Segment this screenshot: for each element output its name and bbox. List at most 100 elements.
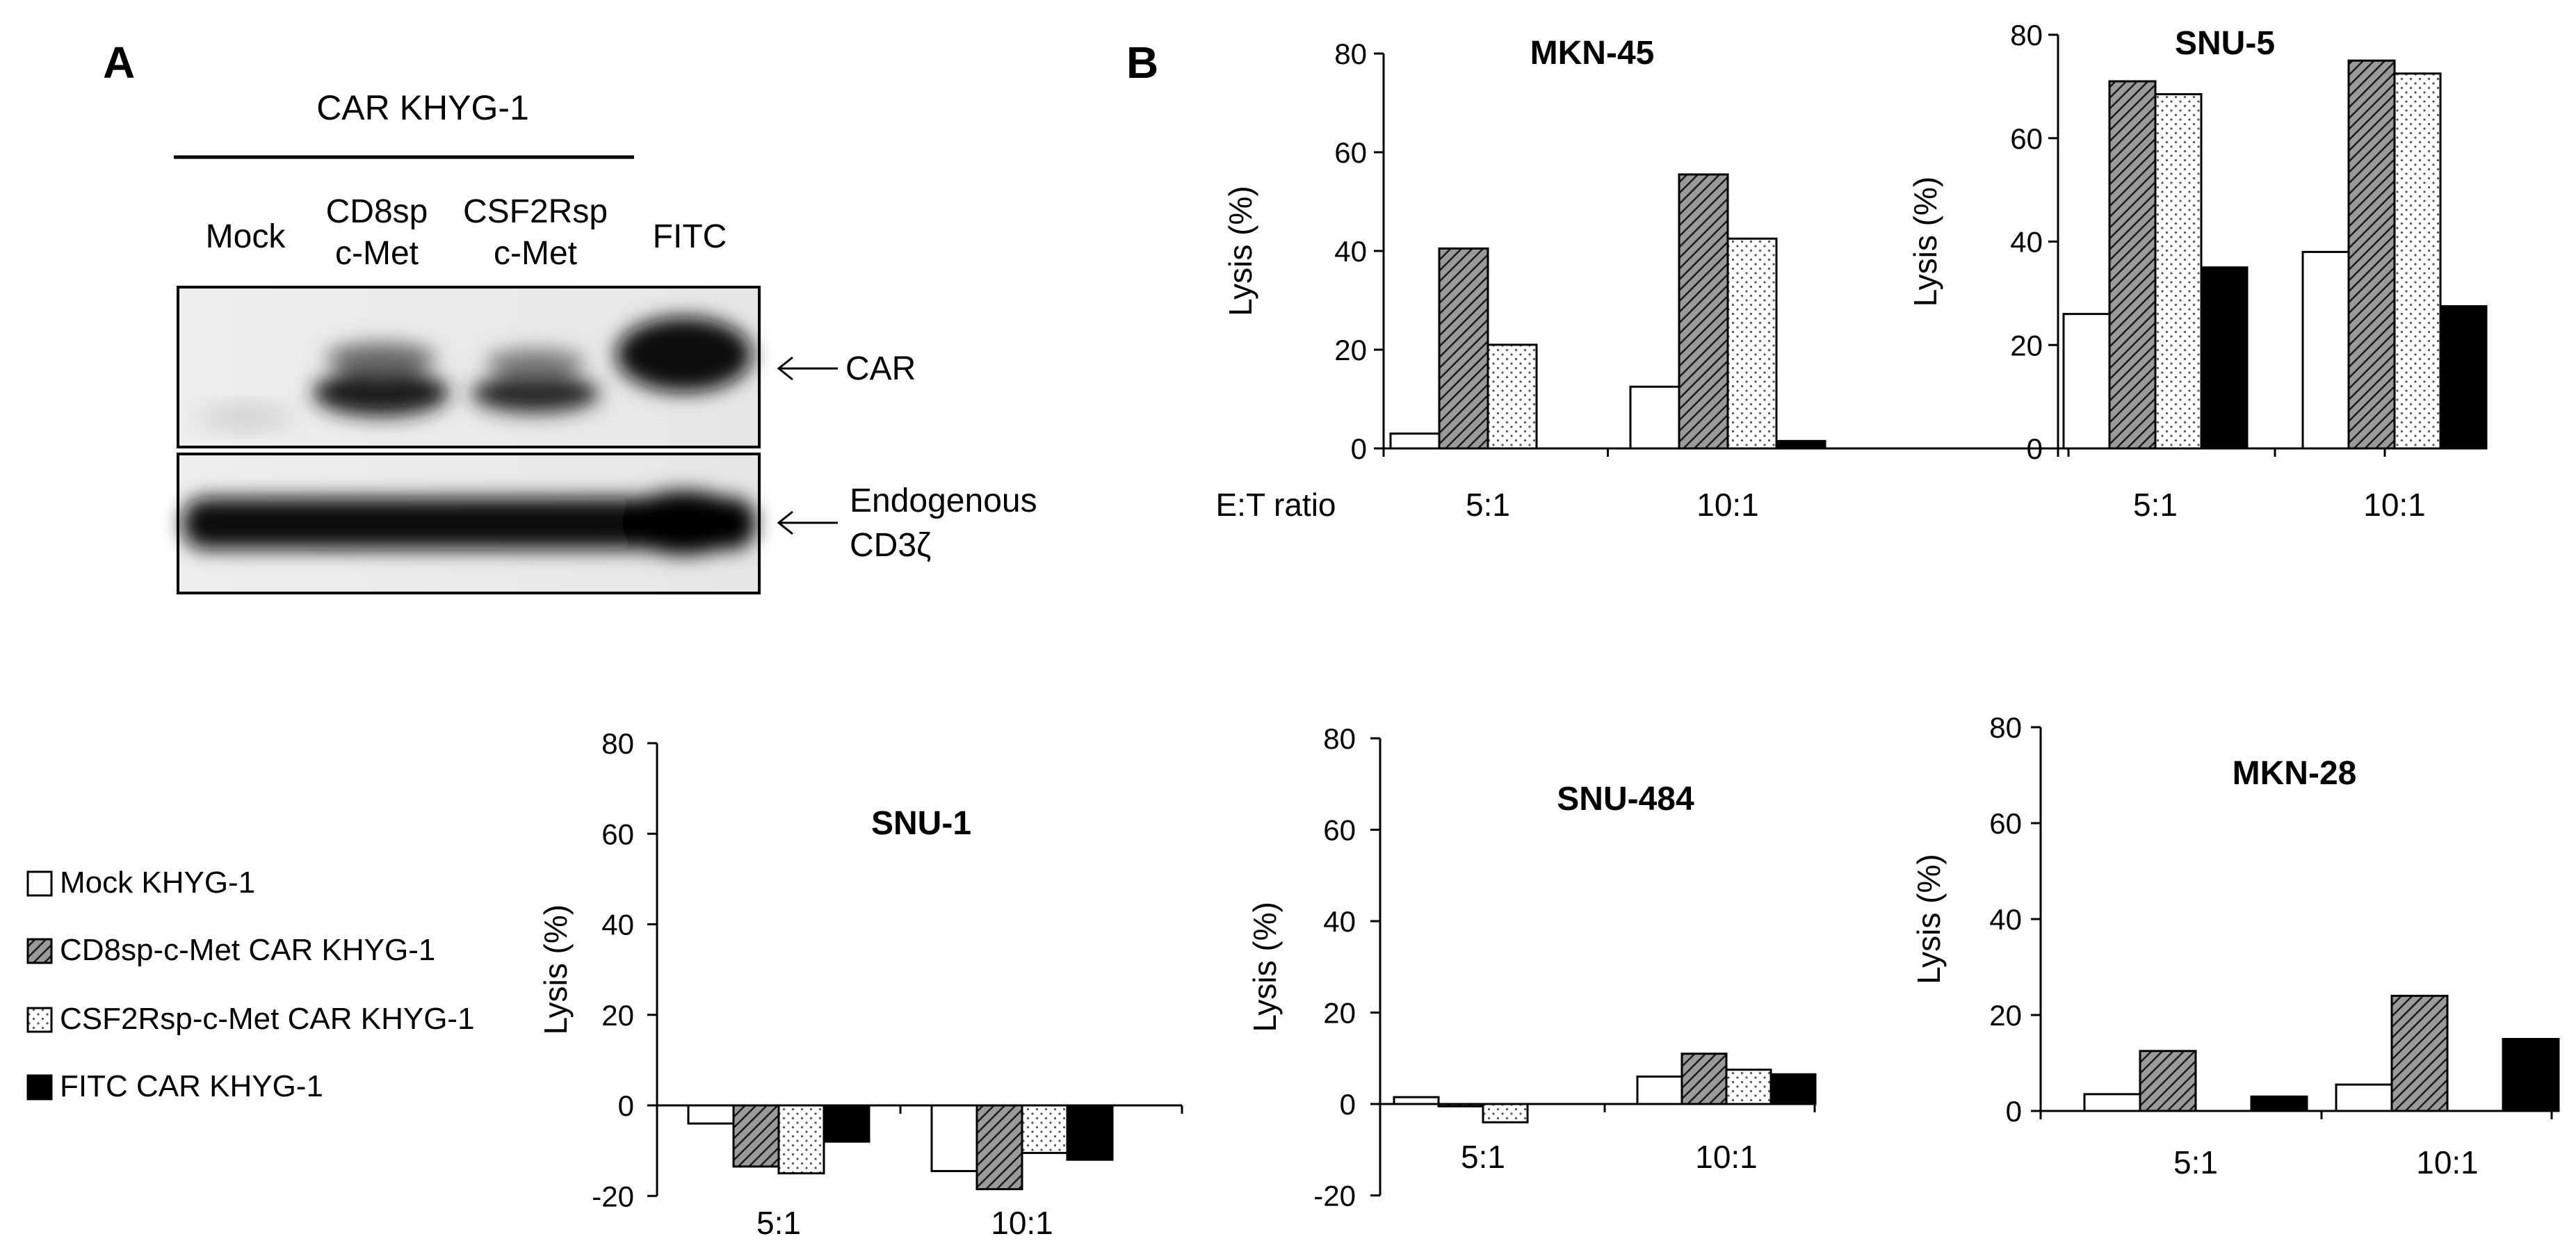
- lane-label-cd8sp-cmet: c-Met: [335, 235, 419, 272]
- snu-5-category-label: 5:1: [2133, 487, 2178, 523]
- snu-1-bar-csf2rsp-10-1: [1021, 1104, 1069, 1154]
- snu-484-category-label: 5:1: [1461, 1139, 1505, 1175]
- snu-5-bar-csf2rsp-5-1: [2154, 93, 2203, 450]
- panel-b-letter: B: [1126, 38, 1158, 88]
- legend-swatch-cd8sp: [26, 938, 53, 964]
- mkn-28-bar-mock-5-1: [2083, 1093, 2141, 1112]
- lane-label-mock: Mock: [206, 218, 286, 255]
- snu-484-bar-csf2rsp-10-1: [1725, 1069, 1772, 1105]
- snu-5-y-tick-label: 80: [2010, 19, 2043, 51]
- snu-5-y-tick-label: 40: [2010, 226, 2043, 259]
- mkn-28-bar-fitc-5-1: [2250, 1095, 2308, 1112]
- mkn-45-y-tick-label: 40: [1334, 235, 1367, 268]
- mkn-45-bar-mock-5-1: [1389, 432, 1441, 450]
- mkn-28-y-axis-label: Lysis (%): [1911, 854, 1947, 984]
- mkn-28-y-tick-label: 80: [1989, 711, 2022, 744]
- snu-5-y-axis-label: Lysis (%): [1907, 177, 1943, 307]
- snu-5-y-tick-label: 60: [2010, 122, 2043, 155]
- mkn-45-category-label: 10:1: [1696, 487, 1759, 523]
- snu-5-bar-mock-5-1: [2062, 313, 2111, 450]
- panel-a: A CAR KHYG-1 Mock CD8sp c-Met CSF2Rsp c-…: [103, 38, 1037, 594]
- snu-484-bar-mock-10-1: [1636, 1076, 1683, 1105]
- legend-swatch-csf2rsp: [26, 1007, 53, 1033]
- snu-1-y-tick-label: 60: [601, 818, 634, 850]
- mkn-45-x-axis-label: E:T ratio: [1216, 487, 1336, 523]
- car-khyg1-group-label: CAR KHYG-1: [316, 88, 529, 127]
- mkn-45-y-tick-label: 60: [1334, 136, 1367, 169]
- snu-1-bar-fitc-5-1: [823, 1104, 870, 1143]
- snu-1-bar-cd8sp-5-1: [732, 1104, 780, 1168]
- snu-484-y-tick-label: 20: [1323, 997, 1356, 1030]
- lane-label-fitc: FITC: [653, 218, 727, 255]
- mkn-28-y-tick-label: 60: [1989, 807, 2022, 840]
- mkn-45-bar-csf2rsp-10-1: [1726, 237, 1778, 450]
- snu-1-y-tick-label: 80: [601, 727, 634, 760]
- snu-1-category-label: 5:1: [756, 1205, 801, 1241]
- snu-484-y-tick-label: 80: [1323, 722, 1356, 755]
- cd3z-band-label-line1: Endogenous: [850, 482, 1037, 519]
- snu-484-y-tick-label: 40: [1323, 905, 1356, 938]
- car-arrow-head: [777, 356, 793, 381]
- mkn-28-title: MKN-28: [2233, 755, 2357, 792]
- chart-snu-1: -20 0 20 40 60 80 5:1 10:1 SNU-1 Lysis (%): [537, 727, 1183, 1241]
- mkn-45-bar-csf2rsp-5-1: [1487, 343, 1538, 450]
- legend-label-fitc: FITC CAR KHYG-1: [60, 1069, 323, 1103]
- snu-5-bar-cd8sp-10-1: [2347, 59, 2396, 450]
- chart-snu-484: -20 0 20 40 60 80 5:1 10:1 SNU-484 Lysis (%): [1247, 722, 1817, 1212]
- legend-item-csf2rsp: CSF2Rsp-c-Met CAR KHYG-1: [26, 1002, 475, 1036]
- snu-484-y-tick-label: 0: [1340, 1088, 1356, 1121]
- mkn-28-category-label: 5:1: [2173, 1144, 2218, 1180]
- snu-5-y-tick-label: 0: [2027, 432, 2043, 465]
- snu-484-bar-cd8sp-5-1: [1437, 1103, 1484, 1107]
- legend-swatch-mock: [26, 870, 53, 897]
- mkn-28-bar-mock-10-1: [2335, 1083, 2393, 1112]
- snu-484-y-tick-label: -20: [1313, 1180, 1356, 1212]
- legend-label-csf2rsp: CSF2Rsp-c-Met CAR KHYG-1: [60, 1002, 475, 1036]
- mkn-28-category-label: 10:1: [2416, 1144, 2479, 1180]
- snu-5-bar-mock-10-1: [2301, 250, 2350, 450]
- mkn-28-bar-cd8sp-5-1: [2139, 1050, 2197, 1112]
- car-band-label: CAR: [845, 350, 916, 387]
- mkn-45-y-tick-label: 0: [1351, 432, 1367, 465]
- panel-a-letter: A: [103, 38, 135, 88]
- snu-5-bar-cd8sp-5-1: [2108, 80, 2157, 450]
- legend-label-mock: Mock KHYG-1: [60, 866, 255, 900]
- snu-484-bar-mock-5-1: [1393, 1096, 1440, 1105]
- mkn-28-y-tick-label: 20: [1989, 999, 2022, 1032]
- mkn-45-y-tick-label: 80: [1334, 38, 1367, 70]
- snu-484-bar-fitc-10-1: [1769, 1073, 1817, 1105]
- snu-1-y-tick-label: 40: [601, 909, 634, 941]
- cd3z-band-label-line2: CD3ζ: [850, 527, 931, 564]
- snu-5-y-tick-label: 20: [2010, 329, 2043, 362]
- mkn-28-y-tick-label: 0: [2006, 1095, 2022, 1128]
- legend-swatch-fitc: [26, 1074, 53, 1101]
- snu-1-bar-mock-10-1: [930, 1104, 978, 1172]
- mkn-28-bar-fitc-10-1: [2502, 1038, 2560, 1112]
- mkn-28-bar-cd8sp-10-1: [2390, 994, 2449, 1112]
- lane-label-csf2rsp: CSF2Rsp: [463, 193, 608, 230]
- cd3z-blot: [177, 453, 761, 594]
- mkn-45-title: MKN-45: [1530, 35, 1655, 72]
- mkn-45-bar-mock-10-1: [1629, 385, 1680, 450]
- snu-484-title: SNU-484: [1557, 781, 1694, 818]
- chart-mkn-45: 0 20 40 60 80 5:1 10:1 MKN-45 Lysis (%) E:T ratio: [1216, 35, 2070, 523]
- snu-5-category-label: 10:1: [2363, 487, 2426, 523]
- cd3z-arrow-head: [777, 510, 793, 535]
- mkn-45-bar-cd8sp-10-1: [1678, 173, 1729, 450]
- mkn-45-bar-fitc-10-1: [1775, 439, 1826, 450]
- snu-5-title: SNU-5: [2175, 25, 2275, 62]
- snu-484-y-tick-label: 60: [1323, 814, 1356, 847]
- lane-label-cd8sp: CD8sp: [326, 193, 428, 230]
- snu-1-bar-fitc-10-1: [1066, 1104, 1114, 1161]
- mkn-45-y-axis-label: Lysis (%): [1222, 186, 1258, 316]
- snu-484-bar-csf2rsp-5-1: [1482, 1103, 1529, 1123]
- snu-5-bar-csf2rsp-10-1: [2393, 72, 2442, 450]
- snu-5-bar-fitc-10-1: [2439, 305, 2488, 450]
- car-blot: [177, 286, 761, 448]
- chart-mkn-28: 0 20 40 60 80 5:1 10:1 MKN-28 Lysis (%): [1911, 711, 2560, 1180]
- mkn-45-bar-cd8sp-5-1: [1438, 247, 1489, 450]
- snu-1-bar-mock-5-1: [687, 1104, 735, 1125]
- snu-1-y-tick-label: 20: [601, 999, 634, 1032]
- legend-item-cd8sp: CD8sp-c-Met CAR KHYG-1: [26, 933, 435, 967]
